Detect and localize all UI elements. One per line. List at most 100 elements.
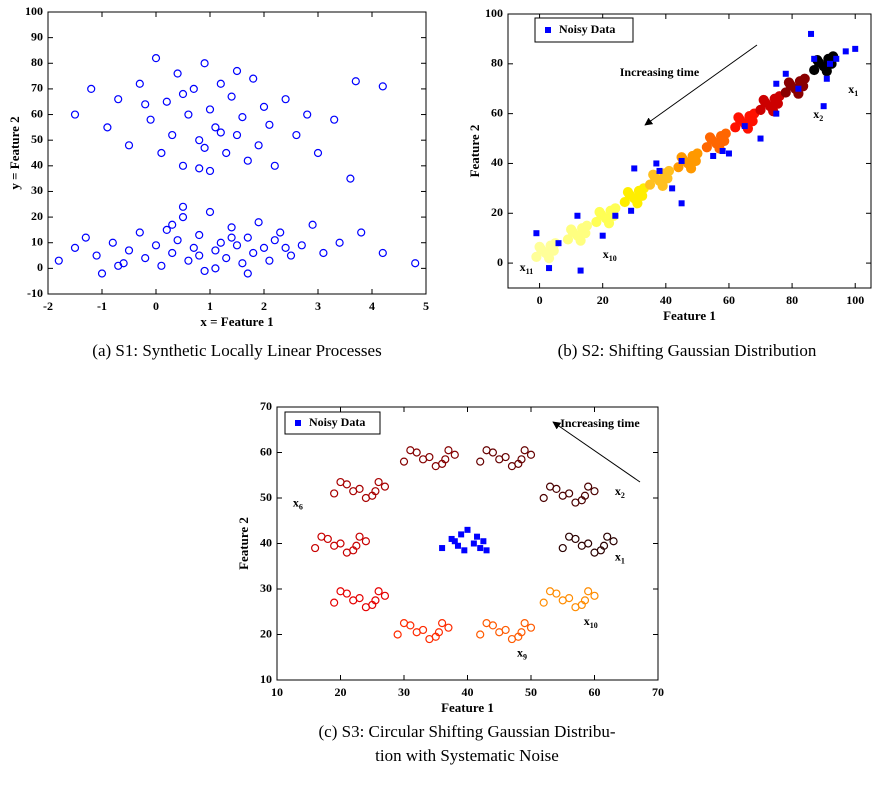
point [673, 162, 684, 173]
x-tick-label: 20 [335, 685, 347, 699]
point [399, 457, 409, 466]
point [678, 157, 685, 164]
point [631, 165, 638, 172]
y-tick-label: 40 [491, 155, 503, 169]
annotation: x1 [848, 82, 858, 98]
x-tick-label: 2 [261, 299, 267, 313]
point [599, 232, 606, 239]
point [470, 540, 477, 547]
y-tick-label: 40 [31, 158, 43, 172]
y-tick-label: -10 [27, 286, 43, 300]
point [292, 130, 301, 140]
y-tick-label: 60 [491, 105, 503, 119]
point [733, 112, 744, 123]
point [480, 538, 487, 545]
point [773, 110, 780, 117]
point [482, 619, 491, 628]
point [168, 130, 177, 140]
annotation-subscript: 10 [590, 621, 598, 630]
point [70, 110, 80, 119]
point [476, 630, 485, 639]
x-tick-label: 40 [462, 685, 474, 699]
point [330, 598, 339, 607]
point [361, 603, 370, 612]
point [357, 228, 366, 237]
point [216, 238, 225, 247]
y-axis-label: Feature 2 [467, 125, 482, 178]
annotation-text: x [293, 495, 299, 509]
point [545, 587, 555, 596]
point [336, 477, 345, 487]
point [378, 248, 387, 258]
x-tick-label: 0 [537, 293, 543, 307]
point [580, 491, 590, 500]
point [243, 233, 252, 242]
annotation: x1 [615, 549, 625, 565]
point [211, 123, 220, 132]
y-tick-label: 0 [497, 255, 503, 269]
point [795, 85, 802, 92]
point [678, 200, 685, 207]
x-tick-label: 100 [846, 293, 864, 307]
point [495, 628, 504, 637]
point [168, 248, 177, 258]
point [200, 59, 209, 68]
point [184, 256, 193, 265]
point [265, 256, 274, 265]
point [124, 141, 134, 150]
point [571, 498, 580, 507]
point [594, 206, 605, 218]
point [195, 136, 204, 145]
point [216, 128, 225, 137]
y-tick-label: 60 [260, 444, 272, 458]
point [577, 541, 586, 550]
x-axis-label: Feature 1 [663, 308, 716, 323]
plot-frame [47, 11, 427, 295]
point [444, 446, 453, 455]
point [517, 628, 526, 637]
y-tick-label: 10 [31, 234, 43, 248]
point [590, 591, 599, 600]
point [378, 82, 387, 91]
point [526, 623, 536, 632]
point [823, 75, 830, 82]
point [238, 259, 247, 268]
annotation-text: Increasing time [620, 65, 700, 79]
point [270, 161, 279, 170]
annotation-text: x [615, 484, 621, 498]
x-tick-label: -1 [97, 299, 107, 313]
y-axis-label: y = Feature 2 [7, 116, 22, 189]
point [211, 246, 220, 255]
caption: tion with Systematic Noise [375, 746, 559, 765]
point [265, 120, 274, 129]
point [222, 148, 231, 158]
annotation-text: Increasing time [560, 416, 640, 430]
point [205, 166, 215, 176]
point [114, 95, 123, 104]
x-tick-label: 20 [597, 293, 609, 307]
y-tick-label: 80 [31, 55, 43, 69]
point [450, 450, 459, 459]
annotation-text: x [848, 82, 854, 96]
point [135, 228, 144, 237]
y-tick-label: 30 [31, 183, 43, 197]
point [173, 69, 182, 78]
point [632, 198, 643, 209]
annotation: x2 [615, 484, 625, 500]
point [577, 267, 584, 274]
point [227, 223, 236, 232]
point [811, 55, 818, 62]
point [97, 269, 107, 278]
point [474, 533, 481, 540]
x-axis-label: x = Feature 1 [200, 314, 273, 329]
point [92, 251, 101, 260]
y-tick-label: 100 [485, 6, 503, 20]
point [704, 132, 716, 143]
point [195, 230, 204, 240]
point [590, 548, 599, 557]
x-tick-label: -2 [43, 299, 53, 313]
point [842, 48, 849, 55]
point [662, 173, 673, 184]
point [562, 234, 574, 245]
point [461, 547, 468, 554]
